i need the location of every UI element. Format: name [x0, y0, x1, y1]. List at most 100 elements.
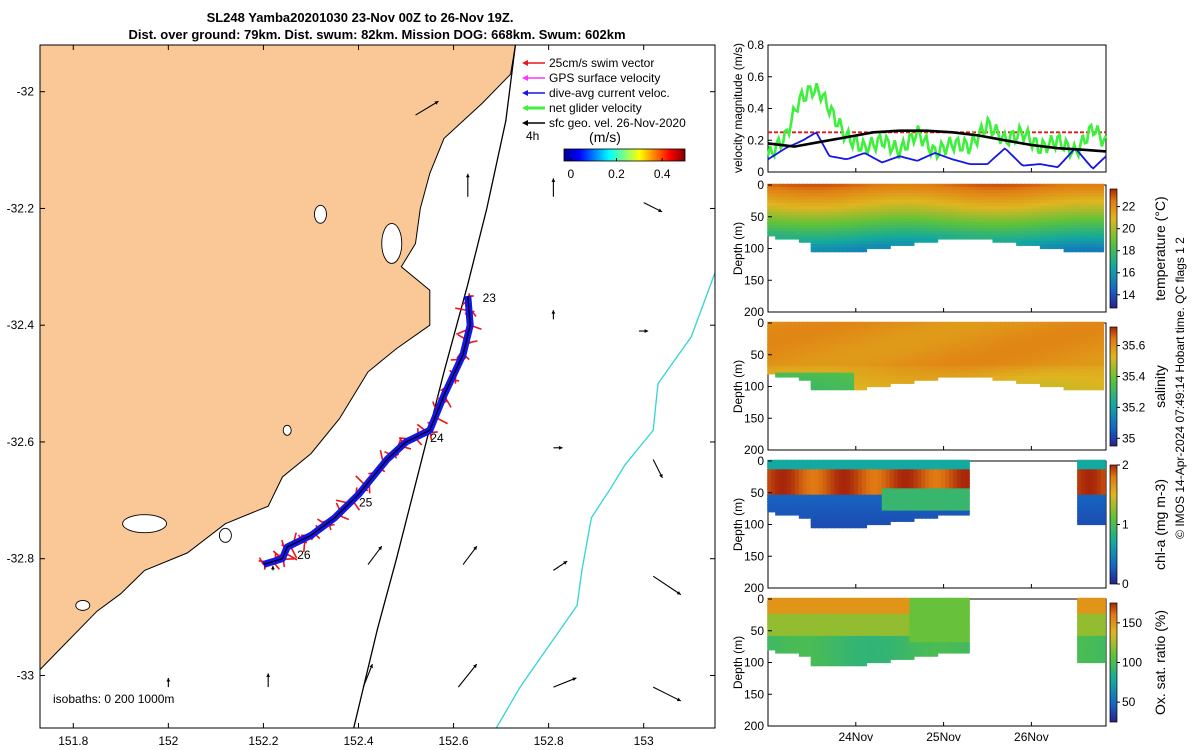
profile-cell: [1063, 193, 1069, 199]
profile-cell: [945, 475, 951, 481]
profile-cell: [885, 340, 891, 346]
profile-cell: [980, 366, 986, 372]
profile-cell: [937, 462, 943, 468]
profile-cell: [929, 366, 935, 372]
profile-cell: [960, 369, 966, 375]
profile-cell: [767, 639, 773, 645]
profile-cell: [988, 193, 994, 199]
profile-cell: [1063, 209, 1069, 215]
profile-cell: [1039, 193, 1045, 199]
profile-cell: [850, 331, 856, 337]
profile-cell: [794, 324, 800, 330]
profile-cell: [838, 510, 844, 516]
profile-cell: [854, 350, 860, 356]
profile-cell: [893, 488, 899, 494]
profile-cell: [1027, 378, 1033, 384]
profile-cell: [921, 199, 927, 205]
profile-cell: [869, 459, 875, 465]
profile-cell: [1087, 363, 1093, 369]
profile-cell: [1039, 231, 1045, 237]
profile-cell: [905, 205, 911, 211]
profile-cell: [889, 340, 895, 346]
profile-cell: [767, 205, 773, 211]
profile-cell: [798, 642, 804, 648]
profile-cell: [806, 205, 812, 211]
profile-cell: [842, 382, 848, 388]
profile-cell: [834, 353, 840, 359]
profile-cell: [881, 331, 887, 337]
profile-cell: [866, 321, 872, 327]
profile-cell: [842, 196, 848, 202]
profile-cell: [1071, 321, 1077, 327]
profile-cell: [941, 205, 947, 211]
profile-cell: [992, 347, 998, 353]
profile-cell: [806, 635, 812, 641]
geo-vector-head: [473, 546, 477, 551]
profile-cell: [941, 199, 947, 205]
profile-cell: [1027, 347, 1033, 353]
profile-cell: [790, 642, 796, 648]
salinity-section-colorbar-tick-label: 35.6: [1122, 339, 1146, 353]
profile-cell: [992, 363, 998, 369]
profile-cell: [1004, 183, 1010, 189]
profile-cell: [802, 642, 808, 648]
profile-cell: [810, 501, 816, 507]
profile-cell: [881, 228, 887, 234]
profile-cell: [854, 328, 860, 334]
profile-cell: [1047, 212, 1053, 218]
profile-cell: [1000, 353, 1006, 359]
profile-cell: [877, 369, 883, 375]
profile-cell: [873, 466, 879, 472]
profile-cell: [988, 343, 994, 349]
profile-cell: [873, 324, 879, 330]
profile-cell: [984, 212, 990, 218]
profile-cell: [858, 378, 864, 384]
profile-cell: [933, 231, 939, 237]
profile-cell: [889, 221, 895, 227]
profile-cell: [937, 202, 943, 208]
profile-cell: [881, 350, 887, 356]
profile-cell: [901, 240, 907, 246]
profile-cell: [917, 472, 923, 478]
profile-cell: [964, 209, 970, 215]
profile-cell: [866, 481, 872, 487]
profile-cell: [1016, 218, 1022, 224]
profile-cell: [802, 212, 808, 218]
profile-cell: [834, 497, 840, 503]
profile-cell: [866, 324, 872, 330]
profile-cell: [933, 350, 939, 356]
profile-cell: [889, 497, 895, 503]
profile-cell: [913, 237, 919, 243]
profile-cell: [798, 604, 804, 610]
profile-cell: [771, 193, 777, 199]
profile-cell: [798, 369, 804, 375]
profile-cell: [790, 350, 796, 356]
profile-cell: [941, 472, 947, 478]
profile-cell: [1035, 237, 1041, 243]
profile-cell: [806, 462, 812, 468]
profile-cell: [818, 218, 824, 224]
profile-cell: [818, 648, 824, 654]
profile-cell: [933, 199, 939, 205]
profile-cell: [798, 340, 804, 346]
profile-cell: [909, 202, 915, 208]
profile-cell: [956, 459, 962, 465]
profile-cell: [787, 485, 793, 491]
profile-cell: [873, 347, 879, 353]
profile-cell: [1047, 334, 1053, 340]
profile-cell: [929, 343, 935, 349]
profile-cell: [885, 350, 891, 356]
profile-cell: [921, 234, 927, 240]
temperature-section-colorbar-tick-label: 20: [1122, 222, 1136, 236]
profile-cell: [873, 196, 879, 202]
profile-cell: [905, 340, 911, 346]
profile-cell: [806, 507, 812, 513]
profile-cell: [1063, 205, 1069, 211]
profile-cell: [826, 491, 832, 497]
profile-cell: [806, 488, 812, 494]
profile-cell: [1063, 337, 1069, 343]
profile-cell: [881, 225, 887, 231]
profile-cell: [779, 610, 785, 616]
profile-cell: [1083, 334, 1089, 340]
profile-cell: [1055, 324, 1061, 330]
